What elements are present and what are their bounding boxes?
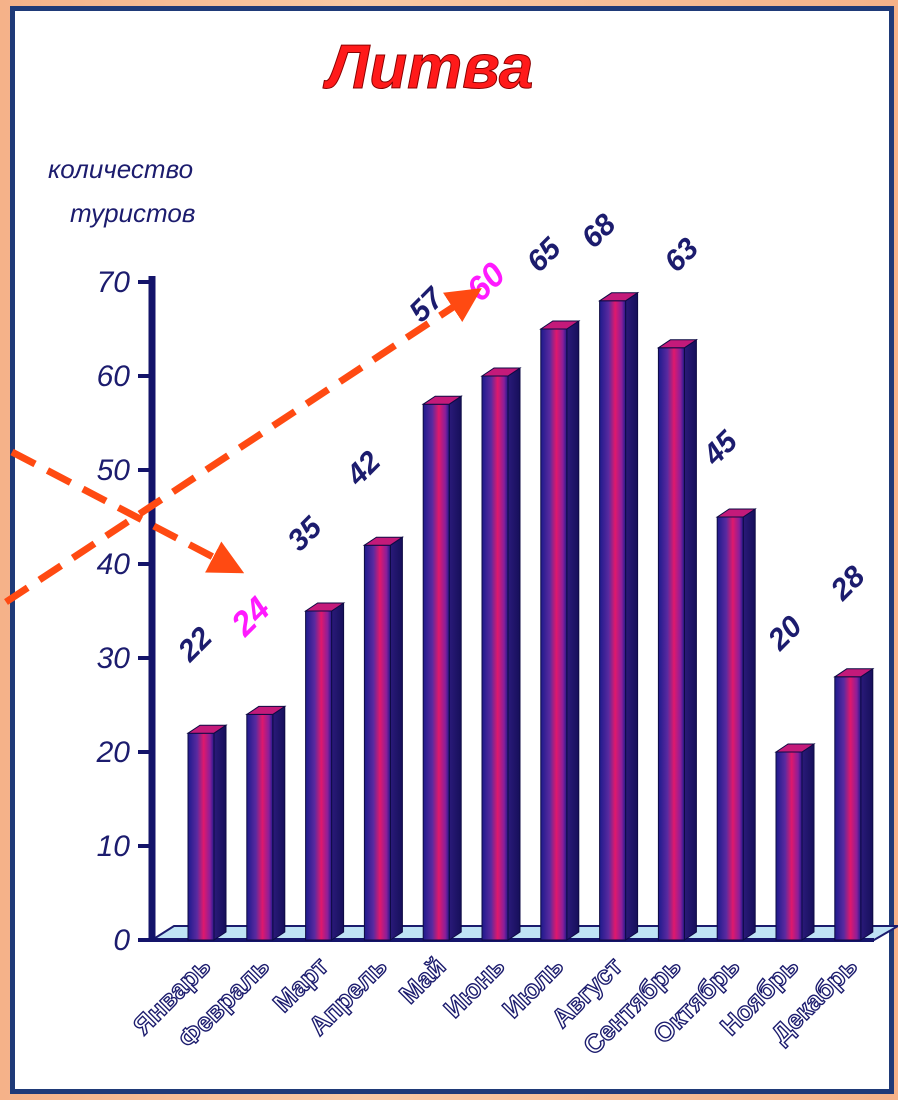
arrow-to-february	[10, 448, 245, 574]
bar-side	[389, 536, 403, 941]
y-axis-label-line1: количество	[48, 154, 193, 184]
bar-8	[597, 291, 640, 941]
arrow-to-june	[4, 288, 482, 605]
bar-2	[245, 705, 287, 941]
bar-10	[715, 508, 757, 941]
y-tick-label: 40	[97, 548, 131, 581]
bar-front	[599, 300, 627, 941]
bar-top	[715, 508, 757, 518]
bar-front	[246, 713, 274, 941]
bar-5	[421, 395, 463, 941]
value-label: 24	[224, 590, 278, 644]
bar-top	[362, 536, 405, 546]
bar-side	[860, 667, 874, 941]
bar-front	[716, 516, 744, 941]
y-tick-label: 0	[113, 924, 130, 957]
bar-4	[362, 536, 405, 941]
bar-top	[245, 705, 287, 715]
y-tick-label: 60	[97, 360, 131, 393]
bar-9	[656, 338, 699, 941]
bar-12	[833, 667, 875, 941]
bar-front	[305, 610, 333, 941]
y-axis: 0 10 20 30 40 50 60 70	[96, 266, 874, 957]
value-label: 42	[340, 445, 388, 493]
bar-top	[597, 292, 640, 302]
bar-top	[421, 395, 463, 405]
bar-side	[566, 320, 580, 941]
annotation-arrows	[4, 288, 482, 605]
bar-front	[775, 751, 803, 941]
bar-3	[303, 602, 346, 941]
bar-top	[186, 724, 228, 734]
bar-top	[539, 320, 581, 330]
y-tick-label: 70	[97, 266, 131, 299]
value-label: 65	[521, 231, 569, 279]
bar-top	[303, 602, 346, 612]
bar-side	[625, 291, 639, 941]
chart-title: Литва	[323, 33, 534, 102]
bar-1	[186, 724, 228, 941]
bar-top	[656, 339, 699, 349]
y-tick-label: 10	[97, 830, 131, 863]
value-label: 60	[459, 255, 513, 309]
x-tick-label: Июнь	[438, 951, 511, 1024]
value-label: 22	[171, 621, 219, 669]
value-label: 63	[658, 232, 705, 279]
value-label: 45	[696, 424, 745, 473]
bar-front	[540, 328, 568, 941]
bar-front	[834, 676, 862, 941]
bar-front	[481, 375, 509, 941]
bar-side	[272, 705, 286, 941]
bar-side	[448, 395, 462, 941]
bar-side	[683, 338, 697, 941]
bar-side	[742, 508, 756, 941]
bar-front	[422, 403, 450, 941]
y-axis-label-line2: туристов	[70, 198, 195, 228]
bar-side	[331, 602, 345, 941]
value-label: 68	[575, 208, 622, 255]
y-tick-label: 20	[96, 736, 131, 769]
bar-top	[480, 367, 522, 377]
y-tick-label: 50	[97, 454, 131, 487]
value-label: 28	[824, 560, 872, 608]
y-tick-label: 30	[97, 642, 131, 675]
bar-side	[801, 743, 815, 941]
bar-front	[657, 347, 685, 941]
bar-top	[833, 668, 875, 678]
bar-front	[187, 732, 215, 941]
bars	[186, 291, 875, 941]
bar-7	[539, 320, 581, 941]
value-label: 35	[281, 510, 329, 558]
bar-side	[213, 724, 227, 941]
bar-front	[363, 544, 391, 941]
bar-side	[507, 367, 521, 941]
bar-top	[774, 743, 816, 753]
value-label: 20	[761, 610, 809, 658]
bar-6	[480, 367, 522, 941]
bar-11	[774, 743, 816, 941]
